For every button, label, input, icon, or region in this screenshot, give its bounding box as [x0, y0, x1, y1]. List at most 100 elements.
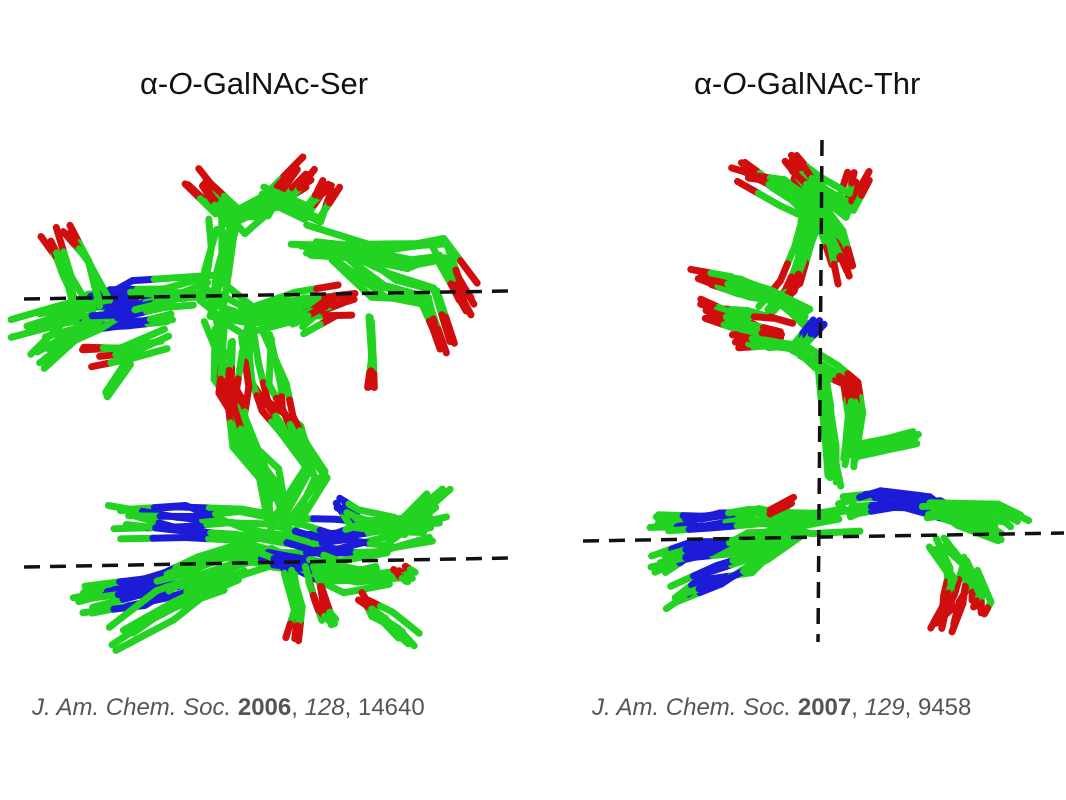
- bond-segment: [972, 522, 999, 536]
- bond-segment: [244, 526, 274, 537]
- bond-segment: [145, 345, 171, 358]
- bond-segment: [758, 329, 785, 339]
- bond-segment: [291, 448, 313, 475]
- bond-segment: [402, 633, 418, 650]
- bond-segment: [245, 351, 256, 384]
- bond-segment: [291, 622, 302, 642]
- bond-segment: [144, 318, 171, 328]
- bond-segment: [129, 613, 160, 637]
- bond-segment: [952, 501, 993, 510]
- bond-segment: [126, 315, 154, 329]
- bond-segment: [981, 604, 992, 618]
- bond-segment: [244, 205, 273, 220]
- bond-segment: [682, 549, 715, 562]
- bond-segment: [402, 619, 423, 637]
- bond-segment: [856, 487, 885, 501]
- bond-segment: [7, 326, 42, 341]
- bond-segment: [273, 199, 302, 214]
- bond-segment: [832, 527, 864, 536]
- bond-segment: [288, 170, 310, 192]
- bond-segment: [271, 301, 307, 314]
- bond-segment: [308, 474, 331, 506]
- bond-segment: [138, 337, 165, 349]
- bond-segment: [312, 238, 344, 248]
- bond-segment: [314, 563, 344, 574]
- left-panel-citation: J. Am. Chem. Soc. 2006, 128, 14640: [32, 694, 425, 722]
- bond-segment: [105, 605, 137, 631]
- bond-segment: [122, 521, 160, 532]
- bond-segment: [40, 346, 68, 372]
- bond-segment: [291, 285, 321, 296]
- bond-segment: [801, 193, 830, 218]
- bond-segment: [247, 315, 259, 345]
- bond-segment: [316, 182, 335, 200]
- bond-segment: [1003, 512, 1021, 525]
- bond-segment: [199, 182, 219, 209]
- bond-segment: [273, 165, 298, 191]
- bond-segment: [807, 528, 840, 538]
- bond-segment: [297, 242, 334, 256]
- bond-segment: [776, 301, 800, 315]
- bond-segment: [368, 293, 401, 302]
- journal-name: J. Am. Chem. Soc.: [32, 694, 232, 721]
- bond-segment: [948, 614, 961, 636]
- bond-segment: [857, 176, 873, 199]
- bond-segment: [266, 529, 297, 541]
- bond-segment: [112, 631, 149, 654]
- title-dash: -: [711, 66, 723, 101]
- bond-segment: [261, 471, 286, 503]
- bond-segment: [897, 437, 918, 445]
- bond-segment: [43, 309, 72, 326]
- citation-year: 2006: [237, 694, 292, 721]
- bond-segment: [927, 614, 940, 632]
- bond-segment: [360, 242, 390, 251]
- bond-segment: [67, 272, 86, 299]
- bond-segment: [241, 216, 265, 238]
- bond-segment: [972, 515, 999, 530]
- bond-segment: [363, 268, 388, 289]
- bond-segment: [832, 462, 845, 490]
- bond-segment: [823, 453, 832, 480]
- bond-segment: [202, 175, 228, 200]
- ser-conformer-ensemble: [7, 153, 481, 654]
- bond-segment: [704, 509, 733, 520]
- bond-segment: [274, 294, 308, 308]
- left-panel-title: α-O-GalNAc-Ser: [140, 66, 368, 102]
- bond-segment: [667, 572, 697, 590]
- bond-segment: [79, 605, 118, 617]
- bond-segment: [432, 253, 455, 288]
- bond-segment: [674, 585, 703, 599]
- bond-segment: [152, 524, 189, 535]
- bond-segment: [274, 484, 299, 517]
- bond-segment: [817, 505, 844, 517]
- bond-segment: [372, 510, 399, 521]
- bond-segment: [264, 549, 293, 560]
- bond-segment: [378, 255, 408, 265]
- bond-segment: [734, 177, 762, 197]
- bond-segment: [186, 563, 228, 583]
- bond-segment: [335, 259, 366, 284]
- bond-segment: [257, 459, 286, 494]
- bond-segment: [46, 313, 73, 339]
- bond-segment: [150, 502, 189, 512]
- bond-segment: [655, 511, 687, 520]
- title-oxygen-atom: O: [722, 66, 747, 101]
- right-panel-citation: J. Am. Chem. Soc. 2007, 129, 9458: [592, 694, 971, 722]
- bond-segment: [407, 504, 440, 530]
- bond-segment: [244, 448, 269, 479]
- bond-segment: [74, 325, 104, 343]
- bond-segment: [303, 221, 341, 239]
- bond-segment: [230, 375, 242, 410]
- bond-segment: [313, 281, 342, 293]
- bond-segment: [205, 535, 236, 544]
- bond-segment: [362, 258, 394, 278]
- bond-segment: [694, 275, 722, 290]
- bond-segment: [129, 275, 158, 285]
- bond-segment: [339, 571, 374, 582]
- bond-segment: [843, 245, 856, 270]
- bond-segment: [279, 165, 301, 193]
- bond-segment: [207, 567, 248, 590]
- bond-segment: [358, 276, 389, 301]
- bond-segment: [778, 493, 798, 508]
- bond-segment: [152, 597, 182, 621]
